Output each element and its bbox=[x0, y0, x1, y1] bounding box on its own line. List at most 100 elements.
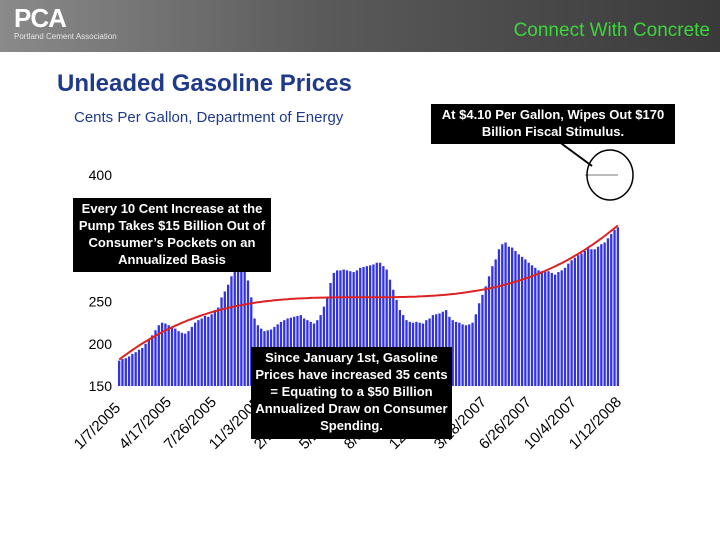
price-bar bbox=[567, 263, 570, 386]
price-bar bbox=[395, 299, 398, 386]
price-bar bbox=[184, 333, 187, 386]
price-bar bbox=[534, 267, 537, 386]
callout-top-right: At $4.10 Per Gallon, Wipes Out $170 Bill… bbox=[431, 104, 675, 144]
price-bar bbox=[193, 322, 197, 386]
price-bar bbox=[471, 322, 474, 386]
price-bar bbox=[385, 269, 388, 386]
price-bar bbox=[494, 259, 497, 386]
price-bar bbox=[134, 352, 137, 386]
price-bar bbox=[144, 343, 147, 386]
price-bar bbox=[151, 335, 154, 386]
price-bar bbox=[517, 254, 520, 386]
logo-subtitle: Portland Cement Association bbox=[14, 32, 117, 41]
price-bar bbox=[157, 325, 160, 386]
price-bar bbox=[137, 349, 141, 386]
price-bar bbox=[616, 227, 620, 386]
price-bar bbox=[177, 331, 180, 386]
price-bar bbox=[537, 270, 540, 386]
trend-line bbox=[118, 224, 619, 361]
price-bar bbox=[160, 322, 164, 386]
callout-center: Since January 1st, Gasoline Prices have … bbox=[251, 347, 452, 439]
price-bar bbox=[544, 272, 547, 386]
y-tick-label: 250 bbox=[89, 294, 113, 310]
price-bar bbox=[207, 316, 210, 386]
price-bar bbox=[540, 271, 544, 386]
price-bar bbox=[477, 303, 481, 386]
price-bar bbox=[197, 320, 200, 386]
price-bar bbox=[243, 267, 246, 386]
price-bar bbox=[226, 284, 230, 386]
price-bar bbox=[233, 250, 236, 386]
price-bar bbox=[131, 353, 134, 386]
price-bar bbox=[573, 257, 577, 386]
price-bar bbox=[230, 276, 233, 386]
price-bar bbox=[454, 321, 458, 386]
price-bar bbox=[501, 244, 504, 386]
callout-left: Every 10 Cent Increase at the Pump Takes… bbox=[73, 198, 271, 272]
price-bar bbox=[164, 323, 167, 386]
tagline: Connect With Concrete bbox=[513, 20, 710, 41]
price-bar bbox=[118, 360, 121, 386]
price-bar bbox=[586, 248, 590, 386]
price-bar bbox=[563, 267, 567, 386]
price-bar bbox=[458, 322, 461, 386]
price-bar bbox=[213, 310, 217, 386]
price-bar bbox=[474, 314, 477, 386]
price-bar bbox=[468, 324, 471, 386]
price-bar bbox=[392, 289, 395, 386]
price-bar bbox=[345, 270, 349, 386]
price-bar bbox=[365, 266, 369, 386]
price-bar bbox=[167, 325, 170, 386]
price-bar bbox=[487, 276, 491, 386]
highlight-circle bbox=[586, 149, 634, 201]
price-bar bbox=[553, 274, 557, 386]
price-bar bbox=[610, 234, 613, 386]
price-bar bbox=[217, 307, 220, 386]
price-bar bbox=[322, 306, 326, 386]
price-bar bbox=[200, 318, 203, 386]
y-tick-label: 400 bbox=[89, 167, 113, 183]
price-bar bbox=[240, 261, 243, 386]
price-bar bbox=[362, 267, 365, 386]
price-bar bbox=[530, 265, 534, 386]
price-bar bbox=[596, 246, 600, 386]
price-bar bbox=[359, 267, 362, 386]
price-bar bbox=[557, 272, 560, 386]
price-bar bbox=[451, 320, 454, 386]
price-bar bbox=[190, 326, 193, 386]
logo-mark: PCA bbox=[14, 3, 67, 33]
price-bar bbox=[124, 358, 127, 386]
price-bar bbox=[590, 249, 593, 386]
price-bar bbox=[349, 271, 352, 386]
price-bar bbox=[560, 270, 563, 386]
price-bar bbox=[570, 260, 573, 386]
price-bar bbox=[550, 272, 553, 386]
price-bar bbox=[514, 250, 517, 386]
slide-subtitle: Cents Per Gallon, Department of Energy bbox=[74, 109, 344, 126]
price-bar bbox=[372, 264, 375, 386]
price-bar bbox=[203, 315, 207, 386]
price-bar bbox=[174, 328, 177, 386]
price-bar bbox=[329, 283, 332, 386]
price-bar bbox=[603, 242, 606, 386]
price-bar bbox=[388, 279, 392, 386]
x-tick-label: 1/7/2005 bbox=[71, 400, 124, 453]
price-bar bbox=[464, 325, 468, 386]
price-bar bbox=[127, 356, 131, 386]
price-bar bbox=[250, 297, 253, 386]
header-bar: PCA Portland Cement Association Connect … bbox=[0, 0, 720, 52]
price-bar bbox=[326, 296, 329, 386]
price-bar bbox=[507, 246, 511, 386]
price-bar bbox=[246, 280, 250, 386]
price-bar bbox=[461, 324, 464, 386]
y-axis-ticks: 150 200 250 400 bbox=[89, 167, 113, 394]
price-bar bbox=[236, 255, 240, 386]
pca-logo: PCA Portland Cement Association bbox=[14, 4, 117, 42]
price-bar bbox=[121, 358, 124, 386]
price-bar bbox=[339, 270, 342, 386]
price-bar bbox=[220, 297, 223, 386]
price-bar bbox=[352, 272, 355, 386]
price-bar bbox=[375, 262, 378, 386]
price-bar bbox=[497, 249, 501, 386]
price-bar bbox=[600, 244, 603, 386]
